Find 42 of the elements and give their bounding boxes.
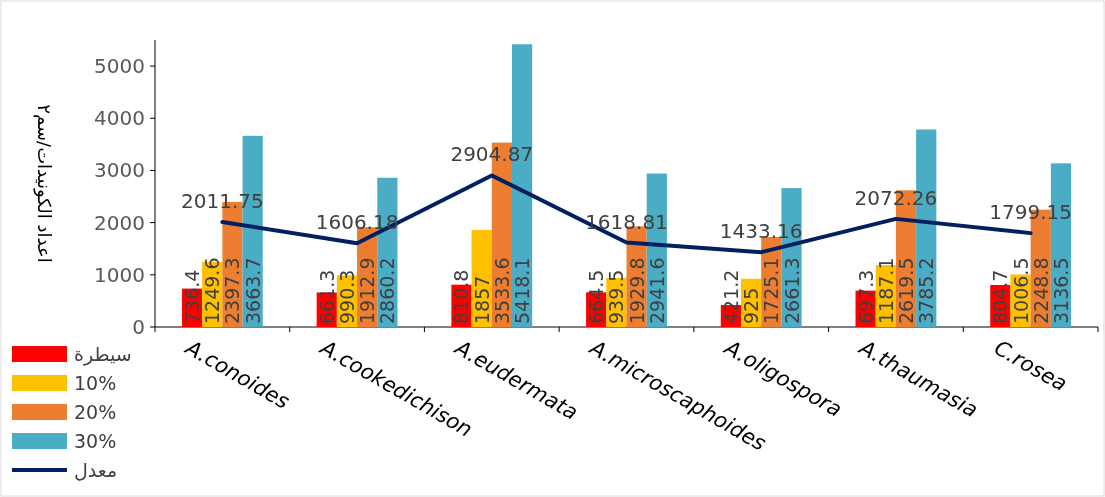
data-label: 3785.2 xyxy=(915,257,938,324)
data-label: 1857 xyxy=(470,275,493,324)
data-label: 810.8 xyxy=(450,269,473,324)
data-label: 3136.5 xyxy=(1049,257,1072,324)
data-label: 990.3 xyxy=(335,269,358,324)
legend-label: 30% xyxy=(74,430,117,452)
legend-label: سيطرة xyxy=(74,343,132,366)
data-label: 2941.6 xyxy=(645,257,668,324)
data-label: 2904.87 xyxy=(450,142,534,167)
data-label: 736.4 xyxy=(181,269,204,324)
legend-label: 10% xyxy=(74,372,117,394)
legend-label: معدل xyxy=(74,459,118,481)
y-axis-title: اعداد الكونيدات/سم٢ xyxy=(33,104,55,263)
data-label: 2661.3 xyxy=(780,257,803,324)
data-label: 697.3 xyxy=(854,269,877,324)
data-label: 664.5 xyxy=(585,269,608,324)
data-label: 1187.1 xyxy=(874,257,897,324)
data-label: 1006.5 xyxy=(1009,257,1032,324)
data-label: 2072.26 xyxy=(854,185,938,210)
y-tick-label: 2000 xyxy=(94,210,145,235)
data-label: 2619.5 xyxy=(895,257,918,324)
data-label: 2860.2 xyxy=(376,257,399,324)
data-label: 421.2 xyxy=(719,269,742,324)
y-tick-label: 4000 xyxy=(94,106,145,131)
data-label: 1249.6 xyxy=(201,257,224,324)
data-label: 2248.8 xyxy=(1029,257,1052,324)
y-tick-label: 0 xyxy=(132,315,145,339)
data-label: 3533.6 xyxy=(490,257,513,324)
data-label: 804.7 xyxy=(989,269,1012,324)
data-label: 925 xyxy=(740,287,763,324)
data-label: 1929.8 xyxy=(625,257,648,324)
y-tick-label: 1000 xyxy=(94,262,145,287)
data-label: 661.3 xyxy=(315,269,338,324)
data-label: 939.5 xyxy=(605,269,628,324)
data-label: 3663.7 xyxy=(241,257,264,324)
y-tick-label: 3000 xyxy=(94,158,145,183)
data-label: 1912.9 xyxy=(356,257,379,324)
data-label: 2397.3 xyxy=(221,257,244,324)
data-label: 1725.1 xyxy=(760,257,783,324)
y-tick-label: 5000 xyxy=(94,54,145,79)
legend-label: 20% xyxy=(74,401,117,423)
data-label: 5418.1 xyxy=(511,257,534,324)
